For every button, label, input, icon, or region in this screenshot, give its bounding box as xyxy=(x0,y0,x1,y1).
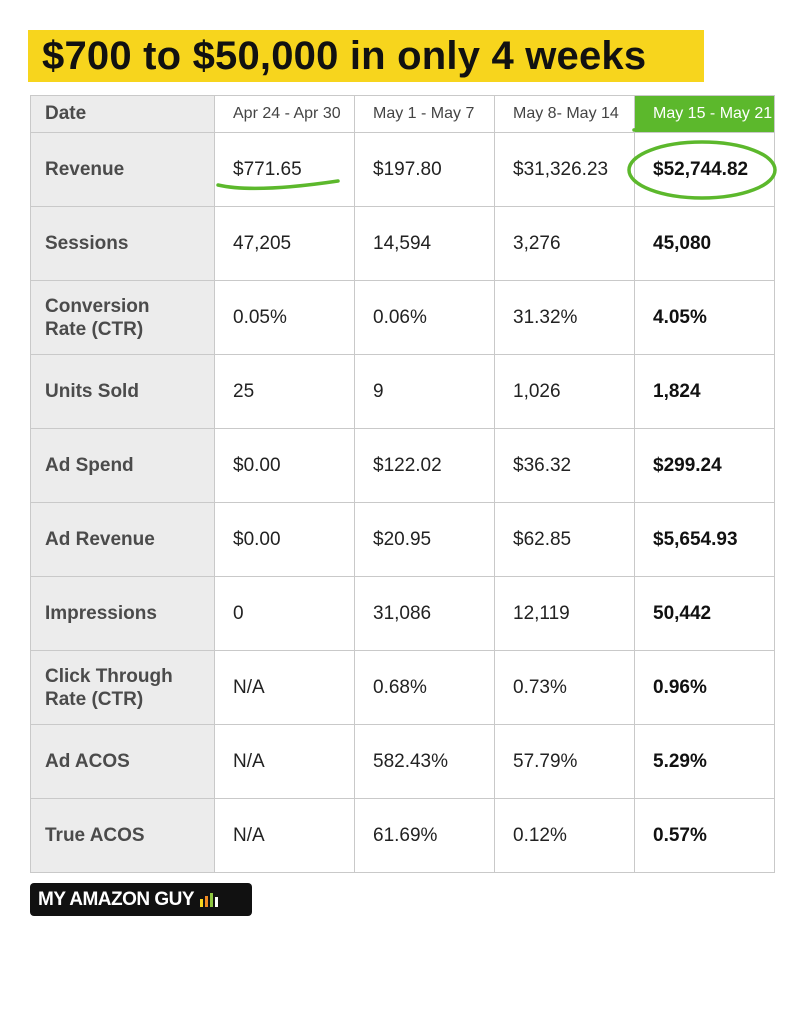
table-row: Revenue $771.65 $197.80 $31,326.23 $52,744.8… xyxy=(30,132,775,207)
highlighted-cell: 1,824 xyxy=(634,354,775,429)
row-label: Sessions xyxy=(30,206,215,281)
table-cell: 31.32% xyxy=(494,280,635,355)
date-header: Date xyxy=(30,95,215,133)
row-label: Impressions xyxy=(30,576,215,651)
table-cell: 0.12% xyxy=(494,798,635,873)
column-header: May 8- May 14 xyxy=(494,95,635,133)
table-cell: $31,326.23 xyxy=(494,132,635,207)
highlighted-cell: $52,744.82 xyxy=(634,132,775,207)
table-row: Ad Revenue $0.00 $20.95 $62.85 $5,654.93 xyxy=(30,502,775,577)
table-cell: 0.68% xyxy=(354,650,495,725)
table-row: True ACOS N/A 61.69% 0.12% 0.57% xyxy=(30,798,775,873)
table-cell: 0.73% xyxy=(494,650,635,725)
highlighted-cell: 4.05% xyxy=(634,280,775,355)
highlighted-cell: 45,080 xyxy=(634,206,775,281)
column-header: Apr 24 - Apr 30 xyxy=(214,95,355,133)
row-label: Click Through Rate (CTR) xyxy=(30,650,215,725)
logo-bar xyxy=(205,895,209,907)
table-cell: $197.80 xyxy=(354,132,495,207)
column-header: May 1 - May 7 xyxy=(354,95,495,133)
row-label: Ad Revenue xyxy=(30,502,215,577)
logo-bar xyxy=(210,892,214,907)
table-cell: 9 xyxy=(354,354,495,429)
table-cell: N/A xyxy=(214,650,355,725)
table-row: Click Through Rate (CTR) N/A 0.68% 0.73% 0.9… xyxy=(30,650,775,725)
page-headline: $700 to $50,000 in only 4 weeks xyxy=(28,30,704,82)
row-label: Ad Spend xyxy=(30,428,215,503)
table-cell: $36.32 xyxy=(494,428,635,503)
table-cell: 3,276 xyxy=(494,206,635,281)
row-label: Revenue xyxy=(30,132,215,207)
performance-table: Date Apr 24 - Apr 30 May 1 - May 7 May 8… xyxy=(30,95,775,873)
table-cell: N/A xyxy=(214,798,355,873)
revenue-circle-annotation xyxy=(627,124,777,200)
table-cell: $122.02 xyxy=(354,428,495,503)
table-cell: $771.65 xyxy=(214,132,355,207)
table-cell: $20.95 xyxy=(354,502,495,577)
row-label: Units Sold xyxy=(30,354,215,429)
table-row: Units Sold 25 9 1,026 1,824 xyxy=(30,354,775,429)
logo-bar xyxy=(200,898,204,907)
table-cell: $0.00 xyxy=(214,502,355,577)
table-cell: 0.05% xyxy=(214,280,355,355)
table-row: Ad Spend $0.00 $122.02 $36.32 $299.24 xyxy=(30,428,775,503)
highlighted-cell: 50,442 xyxy=(634,576,775,651)
table-cell: 12,119 xyxy=(494,576,635,651)
table-cell: N/A xyxy=(214,724,355,799)
table-cell: 61.69% xyxy=(354,798,495,873)
table-cell: 14,594 xyxy=(354,206,495,281)
my-amazon-guy-logo: MY AMAZON GUY xyxy=(30,883,252,916)
highlighted-cell: 5.29% xyxy=(634,724,775,799)
table-cell: 47,205 xyxy=(214,206,355,281)
table-cell: 57.79% xyxy=(494,724,635,799)
table-row: Conversion Rate (CTR) 0.05% 0.06% 31.32% 4.0… xyxy=(30,280,775,355)
table-row: Ad ACOS N/A 582.43% 57.79% 5.29% xyxy=(30,724,775,799)
table-cell: 1,026 xyxy=(494,354,635,429)
table-cell: 0 xyxy=(214,576,355,651)
table-cell: $62.85 xyxy=(494,502,635,577)
table-cell: 0.06% xyxy=(354,280,495,355)
highlighted-cell: 0.57% xyxy=(634,798,775,873)
table-cell: 31,086 xyxy=(354,576,495,651)
highlighted-cell: 0.96% xyxy=(634,650,775,725)
table-cell: $0.00 xyxy=(214,428,355,503)
revenue-underline-annotation xyxy=(216,179,340,191)
table-row: Sessions 47,205 14,594 3,276 45,080 xyxy=(30,206,775,281)
highlighted-cell: $299.24 xyxy=(634,428,775,503)
table-cell: 582.43% xyxy=(354,724,495,799)
row-label: Ad ACOS xyxy=(30,724,215,799)
logo-text: MY AMAZON GUY xyxy=(38,888,195,910)
table-row: Impressions 0 31,086 12,119 50,442 xyxy=(30,576,775,651)
logo-bar xyxy=(215,896,219,907)
bar-chart-icon xyxy=(200,892,219,907)
table-cell: 25 xyxy=(214,354,355,429)
row-label: True ACOS xyxy=(30,798,215,873)
row-label: Conversion Rate (CTR) xyxy=(30,280,215,355)
highlighted-cell: $5,654.93 xyxy=(634,502,775,577)
